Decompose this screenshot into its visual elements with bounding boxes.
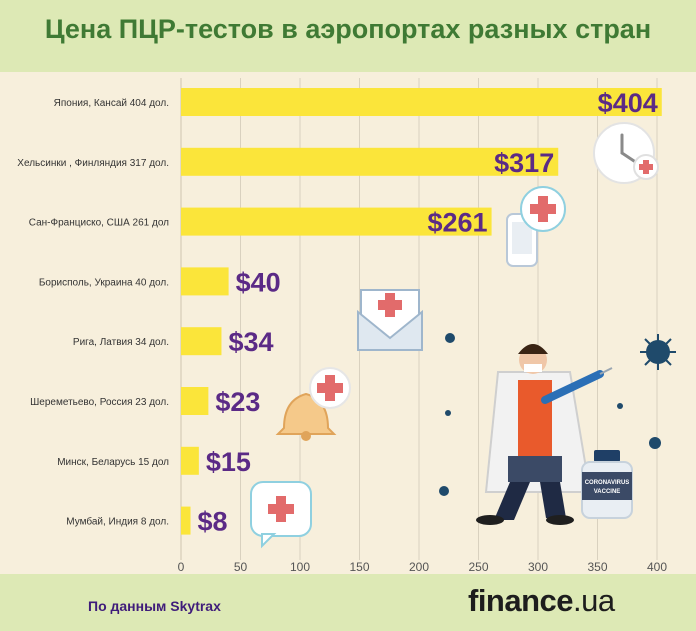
x-tick-label: 300 [528,560,548,574]
category-label: Рига, Латвия 34 дол. [73,337,169,348]
bar [181,446,199,475]
x-tick-label: 200 [409,560,429,574]
x-tick-label: 250 [468,560,488,574]
bar [181,387,209,415]
chart-svg: 0 50 100 150 200 250 300 350 400 Япония, Кансай 4… [17,78,667,574]
category-label: Хельсинки , Финляндия 317 дол. [17,158,169,169]
category-label: Япония, Кансай 404 дол. [54,98,169,109]
x-tick-label: 400 [647,560,667,574]
header-band [0,0,696,72]
category-label: Минск, Беларусь 15 дол [57,457,169,468]
source-note: По данным Skytrax [88,598,221,614]
footer-band [0,574,696,631]
data-label: $317 [494,148,554,178]
data-label: $23 [215,387,260,417]
category-label: Борисполь, Украина 40 дол. [39,277,169,288]
category-label: Мумбай, Индия 8 дол. [66,516,169,528]
x-tick-label: 50 [234,560,248,574]
bar [181,147,559,176]
x-tick-label: 350 [587,560,607,574]
data-label: $261 [428,208,488,238]
bar [181,267,229,296]
bar [181,207,492,236]
chart-title: Цена ПЦР-тестов в аэропортах разных стра… [44,14,652,44]
data-label: $40 [236,267,281,297]
brand-name: finance [468,583,574,618]
x-tick-label: 100 [290,560,310,574]
category-label: Сан-Франциско, США 261 дол [29,218,169,229]
x-tick-label: 0 [178,560,185,574]
category-label: Шереметьево, Россия 23 дол. [30,397,169,408]
bar [181,506,191,535]
data-label: $34 [228,327,273,357]
bar [181,327,222,356]
data-label: $15 [206,447,251,477]
bar-chart: 0 50 100 150 200 250 300 350 400 Япония, Кансай 4… [0,72,696,574]
brand-suffix: .ua [573,583,615,618]
data-label: $404 [598,88,658,118]
data-label: $8 [198,507,228,537]
bar [181,88,662,116]
brand-logo[interactable]: finance.ua [468,583,615,619]
x-tick-label: 150 [349,560,369,574]
